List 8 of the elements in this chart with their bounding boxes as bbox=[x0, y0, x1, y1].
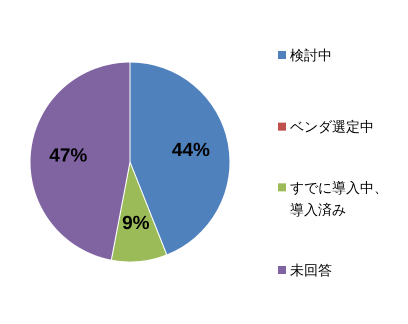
legend-label: すでに導入中、導入済み bbox=[290, 179, 388, 218]
legend-label: 未回答 bbox=[290, 262, 332, 278]
data-label: 44% bbox=[172, 140, 210, 161]
plot: 44% 9% 47% bbox=[30, 62, 230, 262]
legend-label: ベンダ選定中 bbox=[290, 118, 374, 135]
legend-label: 検討中 bbox=[290, 47, 332, 63]
data-label: 9% bbox=[122, 213, 150, 234]
data-label: 47% bbox=[49, 146, 88, 167]
